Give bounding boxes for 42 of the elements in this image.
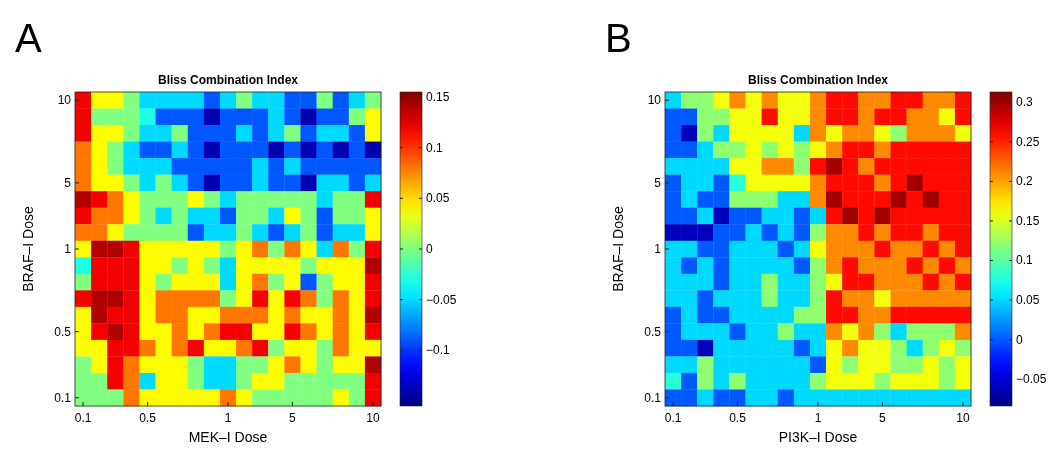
x-tick-label: 1 <box>224 411 232 425</box>
y-tick-label: 5 <box>654 175 662 190</box>
x-tick-label: 10 <box>366 411 380 425</box>
x-tick-label: 0.5 <box>139 411 157 425</box>
y-tick-label: 0.5 <box>644 324 662 339</box>
color-bar-label: −0.1 <box>426 343 451 358</box>
y-tick-label: 0.1 <box>54 390 72 405</box>
y-tick-label: 0.5 <box>54 324 72 339</box>
color-bar-label: −0.05 <box>426 292 457 307</box>
y-tick-label: 0.1 <box>644 390 662 405</box>
text: A <box>15 16 42 60</box>
color-bar-label: 0.25 <box>1016 134 1040 149</box>
y-tick-label: 10 <box>647 93 662 108</box>
y-axis-title: BRAF–I Dose <box>20 206 36 292</box>
color-bar-label: 0 <box>426 242 433 256</box>
color-bar-label: −0.05 <box>1016 372 1047 387</box>
x-tick-label: 0.5 <box>729 411 747 425</box>
color-bar-label: 0.1 <box>426 140 444 155</box>
color-bar-label: 0.3 <box>1016 95 1034 110</box>
text: B <box>605 16 632 60</box>
y-tick-label: 1 <box>654 242 662 256</box>
chart-title: Bliss Combination Index <box>747 73 889 87</box>
x-tick-label: 0.1 <box>74 411 92 425</box>
x-axis-title: MEK–I Dose <box>188 429 268 445</box>
y-axis-title: BRAF–I Dose <box>610 206 626 292</box>
x-tick-label: 10 <box>956 411 970 425</box>
color-bar-label: 0.1 <box>1016 253 1034 268</box>
color-bar-label: 0.2 <box>1016 174 1034 189</box>
x-tick-label: 5 <box>879 411 887 425</box>
y-tick-label: 10 <box>57 93 72 108</box>
chart-title: Bliss Combination Index <box>157 73 299 87</box>
color-bar-label: 0 <box>1016 332 1023 347</box>
x-tick-label: 5 <box>289 411 297 425</box>
y-tick-label: 5 <box>64 175 72 190</box>
color-bar-label: 0.15 <box>1016 213 1040 228</box>
color-bar-label: 0.05 <box>426 191 450 206</box>
y-tick-label: 1 <box>64 242 72 256</box>
x-tick-label: 0.1 <box>664 411 682 425</box>
color-bar-label: 0.15 <box>426 90 450 105</box>
x-tick-label: 1 <box>814 411 822 425</box>
color-bar-label: 0.05 <box>1016 293 1040 308</box>
x-axis-title: PI3K–I Dose <box>778 429 858 445</box>
